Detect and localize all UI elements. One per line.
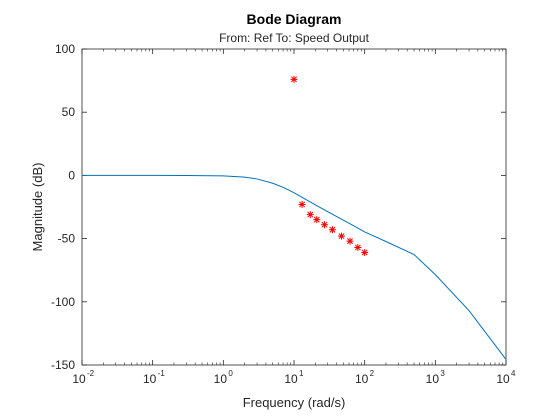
data-point-marker bbox=[290, 75, 298, 83]
x-tick-label: 10 bbox=[355, 372, 369, 386]
x-tick-label: 10 bbox=[496, 372, 510, 386]
y-tick-label: -150 bbox=[51, 358, 75, 372]
y-tick-label: 100 bbox=[55, 42, 75, 56]
y-tick-label: 0 bbox=[68, 168, 75, 182]
x-tick-label: 10 bbox=[284, 372, 298, 386]
x-tick-label: 10 bbox=[214, 372, 228, 386]
data-point-marker bbox=[354, 243, 362, 251]
data-point-marker bbox=[313, 216, 321, 224]
chart-subtitle: From: Ref To: Speed Output bbox=[219, 31, 370, 45]
data-point-marker bbox=[320, 221, 328, 229]
chart-title: Bode Diagram bbox=[247, 11, 342, 27]
data-point-marker bbox=[361, 249, 369, 257]
x-tick-label: 10 bbox=[72, 372, 86, 386]
x-tick-label: 10 bbox=[426, 372, 440, 386]
x-axis-ticks: 10 -2 10 -1 10 0 10 1 10 2 10 3 10 4 bbox=[72, 49, 516, 386]
x-tick-label: 10 bbox=[143, 372, 157, 386]
data-point-marker bbox=[328, 226, 336, 234]
y-axis-label: Magnitude (dB) bbox=[30, 163, 45, 252]
x-tick-exponent: -1 bbox=[158, 369, 166, 378]
series-layer bbox=[82, 75, 507, 360]
x-tick-exponent: 3 bbox=[440, 369, 445, 378]
plot-area bbox=[81, 48, 507, 366]
x-axis-label: Frequency (rad/s) bbox=[243, 395, 346, 410]
y-tick-label: -100 bbox=[51, 295, 75, 309]
y-tick-label: 50 bbox=[62, 105, 76, 119]
x-tick-exponent: 4 bbox=[511, 369, 516, 378]
x-tick-exponent: 2 bbox=[370, 369, 375, 378]
data-point-marker bbox=[298, 200, 306, 208]
x-tick-exponent: 1 bbox=[299, 369, 304, 378]
magnitude-line bbox=[82, 174, 507, 360]
y-tick-label: -50 bbox=[58, 232, 76, 246]
data-point-marker bbox=[337, 232, 345, 240]
x-tick-exponent: -2 bbox=[87, 369, 95, 378]
data-point-marker bbox=[346, 237, 354, 245]
y-axis-ticks: -150 -100 -50 0 50 100 bbox=[51, 42, 506, 372]
data-point-marker bbox=[306, 211, 314, 219]
x-tick-exponent: 0 bbox=[228, 369, 233, 378]
